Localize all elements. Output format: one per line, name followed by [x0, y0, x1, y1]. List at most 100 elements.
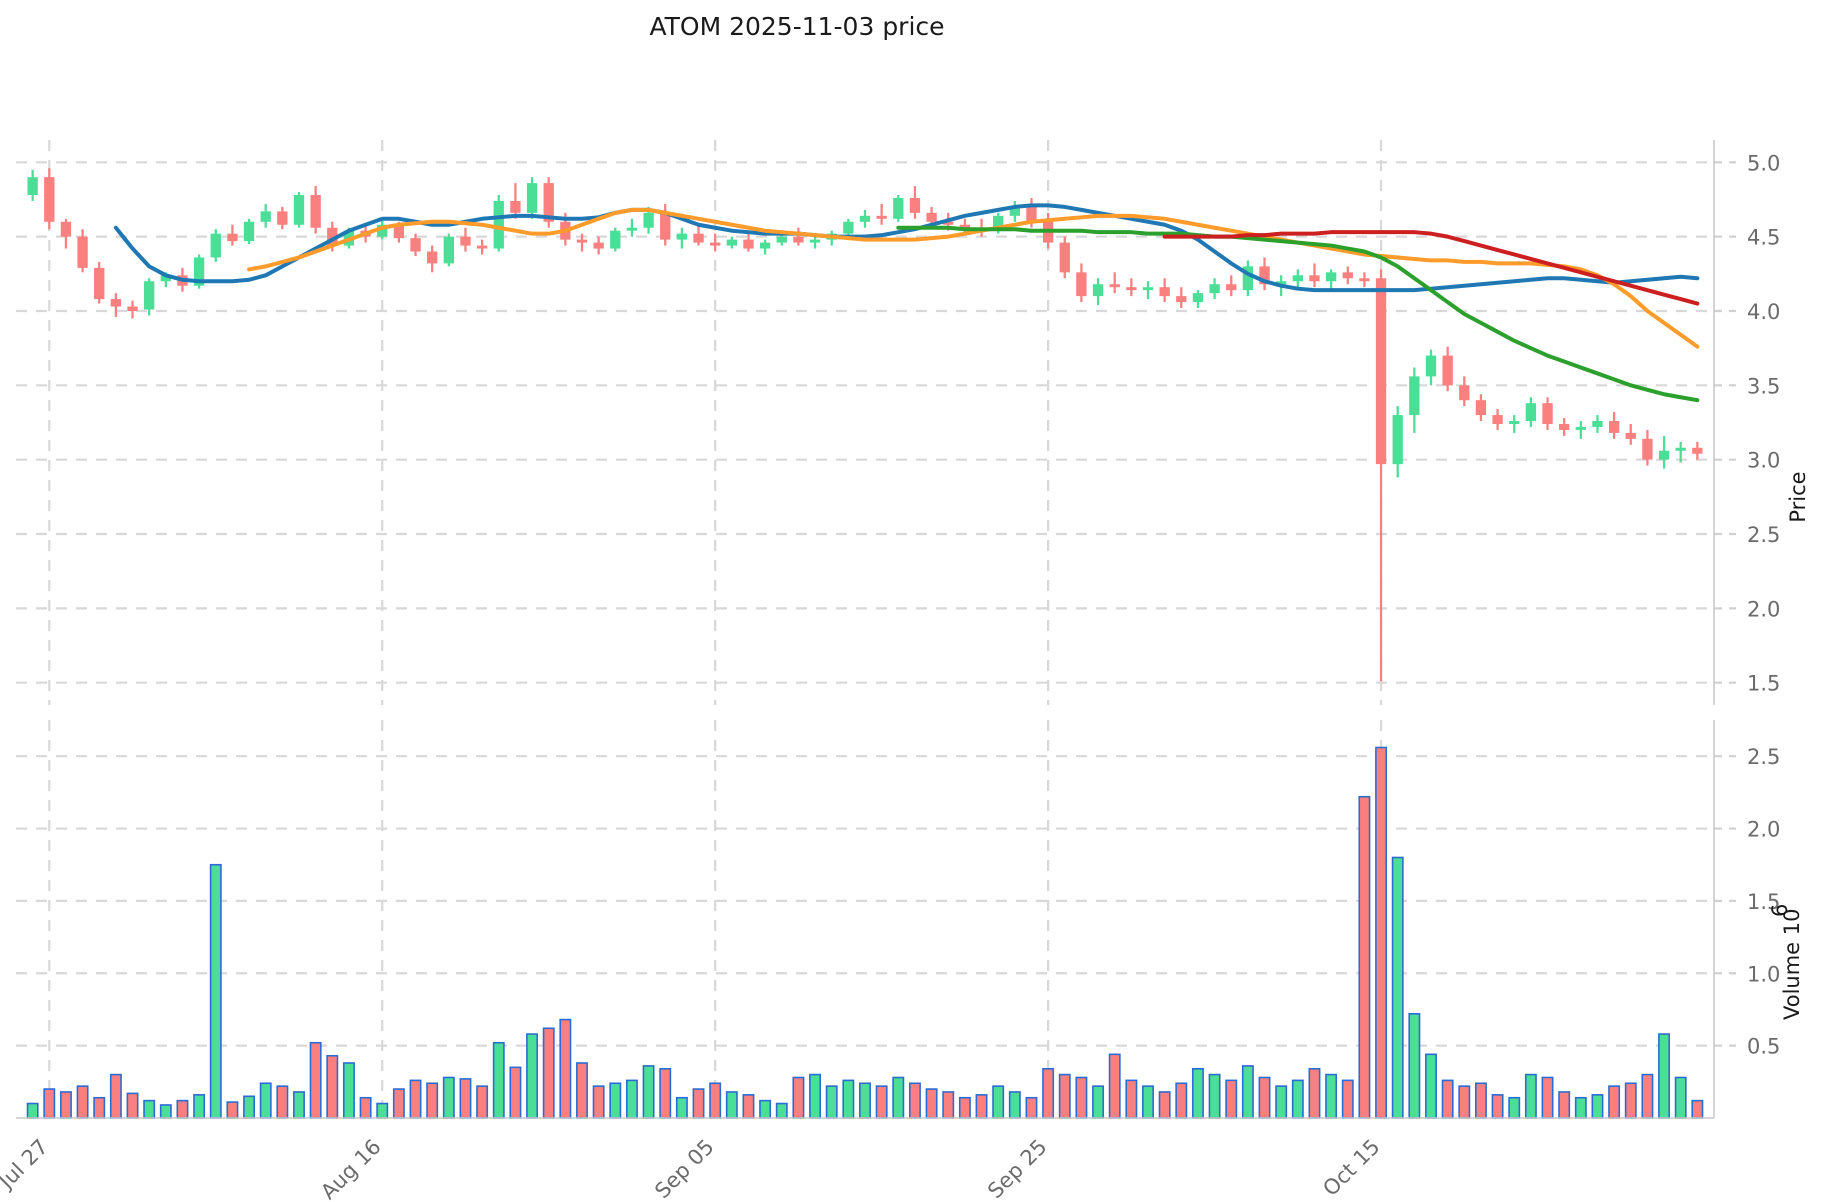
volume-bar: [559, 1018, 572, 1119]
ma-line: [247, 207, 1700, 349]
volume-bar: [276, 1085, 289, 1119]
candlestick: [1176, 287, 1187, 309]
candlestick: [443, 233, 454, 267]
volume-bar: [942, 1091, 955, 1119]
candlestick: [293, 192, 305, 228]
volume-bar: [1691, 1099, 1704, 1119]
volume-bar: [1491, 1094, 1504, 1119]
volume-bar: [259, 1082, 272, 1119]
volume-bar: [309, 1041, 322, 1119]
volume-bar: [1275, 1085, 1288, 1119]
volume-tick-label: 2.0: [1747, 818, 1780, 842]
volume-bar: [76, 1085, 89, 1119]
volume-bar: [476, 1085, 489, 1119]
volume-bar: [1541, 1076, 1554, 1119]
volume-bar: [1042, 1067, 1055, 1119]
volume-bars: [26, 746, 1704, 1119]
ma-line: [1162, 230, 1700, 306]
volume-bar: [526, 1033, 539, 1119]
volume-bar: [509, 1066, 522, 1119]
volume-bar: [875, 1085, 888, 1119]
candlestick: [676, 227, 688, 249]
candlestick: [1658, 435, 1670, 469]
volume-bar: [809, 1073, 822, 1119]
candlestick: [1642, 429, 1653, 466]
volume-bar: [43, 1088, 56, 1119]
candlestick: [1209, 278, 1220, 300]
candlestick: [1126, 278, 1137, 297]
candlestick: [593, 236, 604, 255]
candlestick: [876, 203, 887, 225]
candlestick: [1442, 346, 1453, 392]
volume-bar: [93, 1096, 106, 1119]
candlestick: [193, 254, 205, 289]
candlestick: [1259, 257, 1270, 291]
candlestick: [410, 233, 421, 256]
candlestick: [243, 218, 255, 245]
volume-bar: [1075, 1076, 1088, 1119]
candlestick: [44, 168, 55, 230]
candlestick: [144, 278, 155, 316]
volume-bar: [1092, 1085, 1105, 1119]
volume-tick-label: 2.5: [1747, 745, 1780, 769]
volume-bar: [1308, 1067, 1321, 1119]
price-tick-label: 5.0: [1747, 151, 1780, 175]
candlestick: [1559, 418, 1570, 436]
candlestick: [743, 233, 754, 252]
volume-bar: [243, 1095, 256, 1119]
volume-axis-ticks: 2.5 2.0 1.5 1.0 0.5: [1714, 745, 1780, 1059]
volume-bar: [1558, 1091, 1571, 1119]
volume-bar: [1175, 1082, 1188, 1119]
volume-bar: [908, 1082, 921, 1119]
candlestick: [1092, 278, 1104, 306]
volume-bar: [1025, 1096, 1038, 1119]
volume-bar: [825, 1085, 838, 1119]
candlestick: [859, 209, 871, 228]
volume-axis-label: Volume 10: [1780, 908, 1804, 1020]
volume-bar: [1325, 1073, 1338, 1119]
volume-axis-label-group: Volume 10 6: [1768, 904, 1804, 1020]
volume-bar: [409, 1079, 422, 1119]
candlestick: [1592, 415, 1603, 433]
volume-tick-label: 0.5: [1747, 1035, 1780, 1059]
price-tick-label: 3.5: [1747, 374, 1780, 398]
volume-bar: [792, 1076, 805, 1119]
volume-bar: [1125, 1079, 1138, 1119]
candlestick: [626, 218, 638, 237]
volume-bar: [1408, 1012, 1421, 1119]
candlestick: [27, 169, 38, 201]
candlestick: [94, 261, 105, 304]
price-axis-ticks: 5.0 4.5 4.0 3.5 3.0 2.5 2.0 1.5: [1714, 151, 1780, 696]
volume-bar: [1208, 1073, 1221, 1119]
volume-bar: [1474, 1082, 1487, 1119]
volume-bar: [126, 1092, 139, 1119]
volume-bar: [392, 1088, 405, 1119]
volume-bar: [209, 863, 222, 1119]
volume-bar: [342, 1062, 355, 1119]
volume-bar: [592, 1085, 605, 1119]
candlestick: [1492, 409, 1503, 430]
candlestick: [460, 227, 471, 252]
volume-axis-exponent: 6: [1768, 904, 1792, 917]
price-tick-label: 1.5: [1747, 672, 1780, 696]
volume-bar: [426, 1082, 439, 1119]
volume-bar: [542, 1027, 555, 1119]
volume-bar: [859, 1082, 871, 1119]
candlestick: [843, 218, 854, 237]
volume-bar: [1441, 1079, 1454, 1119]
candlestick: [1009, 200, 1020, 222]
candlestick: [1475, 394, 1487, 422]
candlestick: [493, 195, 504, 252]
volume-bar: [958, 1096, 971, 1119]
candlestick: [127, 300, 138, 319]
volume-bar: [1008, 1091, 1021, 1119]
volume-bar: [1658, 1033, 1671, 1119]
volume-bar: [1641, 1073, 1654, 1119]
price-axis-label: Price: [1786, 471, 1810, 522]
candlestick: [60, 218, 72, 249]
candlestick: [1542, 397, 1553, 430]
volume-bar: [609, 1082, 622, 1119]
volume-bar: [1341, 1079, 1354, 1119]
